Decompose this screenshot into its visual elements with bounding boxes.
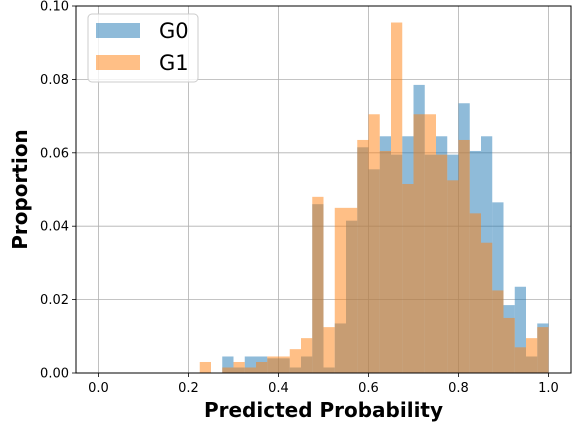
bar-g1	[481, 242, 493, 373]
legend-swatch-g1	[96, 55, 140, 70]
legend: G0 G1	[87, 13, 199, 83]
x-tick-label: 1.0	[538, 381, 559, 396]
x-tick-label: 0.6	[358, 381, 379, 396]
bar-g1	[514, 347, 526, 373]
y-tick-label: 0.10	[40, 0, 69, 15]
bar-g1	[379, 150, 391, 373]
x-tick-label: 0.8	[448, 381, 469, 396]
bar-g1	[357, 139, 369, 373]
bar-g1	[492, 290, 504, 373]
axis-ticks: 0.0 0.2 0.4 0.6 0.8 1.0 0.00 0.02 0.04 0.06 0.08 0.…	[40, 0, 559, 396]
bar-g1	[267, 356, 279, 373]
bar-g1	[469, 213, 481, 373]
x-tick-label: 0.2	[178, 381, 199, 396]
bar-g0	[492, 202, 504, 373]
bar-g1	[447, 180, 459, 373]
bar-g1	[256, 361, 268, 373]
y-tick-label: 0.04	[40, 220, 69, 235]
x-tick-label: 0.4	[268, 381, 289, 396]
legend-label-g1: G1	[159, 51, 189, 75]
series-g1	[199, 22, 549, 373]
y-tick-label: 0.02	[40, 293, 69, 308]
bar-g1	[334, 207, 346, 373]
bar-g1	[537, 327, 549, 373]
bar-g1	[526, 338, 538, 373]
bar-g1	[346, 207, 358, 373]
y-tick-label: 0.08	[40, 73, 69, 88]
bar-g1	[436, 154, 448, 373]
bar-g1	[424, 114, 436, 373]
bar-g1	[312, 196, 324, 373]
bar-g1	[503, 317, 515, 373]
x-axis-label: Predicted Probability	[204, 398, 443, 422]
bar-g1	[413, 114, 425, 373]
bar-g1	[222, 367, 234, 373]
legend-label-g0: G0	[159, 19, 189, 43]
bar-g1	[199, 361, 211, 373]
histogram-bars	[199, 22, 549, 373]
bar-g1	[391, 22, 403, 373]
bar-g0	[514, 286, 526, 373]
bar-g1	[289, 349, 301, 373]
y-tick-label: 0.00	[40, 367, 69, 382]
bar-g1	[278, 356, 290, 373]
legend-swatch-g0	[96, 23, 140, 38]
bar-g1	[402, 183, 414, 373]
bar-g1	[233, 361, 245, 373]
bar-g0	[244, 356, 256, 373]
bar-g0	[222, 356, 234, 373]
bar-g1	[301, 338, 313, 373]
y-tick-label: 0.06	[40, 146, 69, 161]
bar-g1	[368, 114, 380, 373]
plot-frame	[75, 5, 572, 374]
bar-g1	[323, 327, 335, 373]
bar-g1	[458, 139, 470, 373]
bar-g1	[244, 367, 256, 373]
x-tick-label: 0.0	[88, 381, 109, 396]
y-axis-label: Proportion	[8, 129, 32, 250]
